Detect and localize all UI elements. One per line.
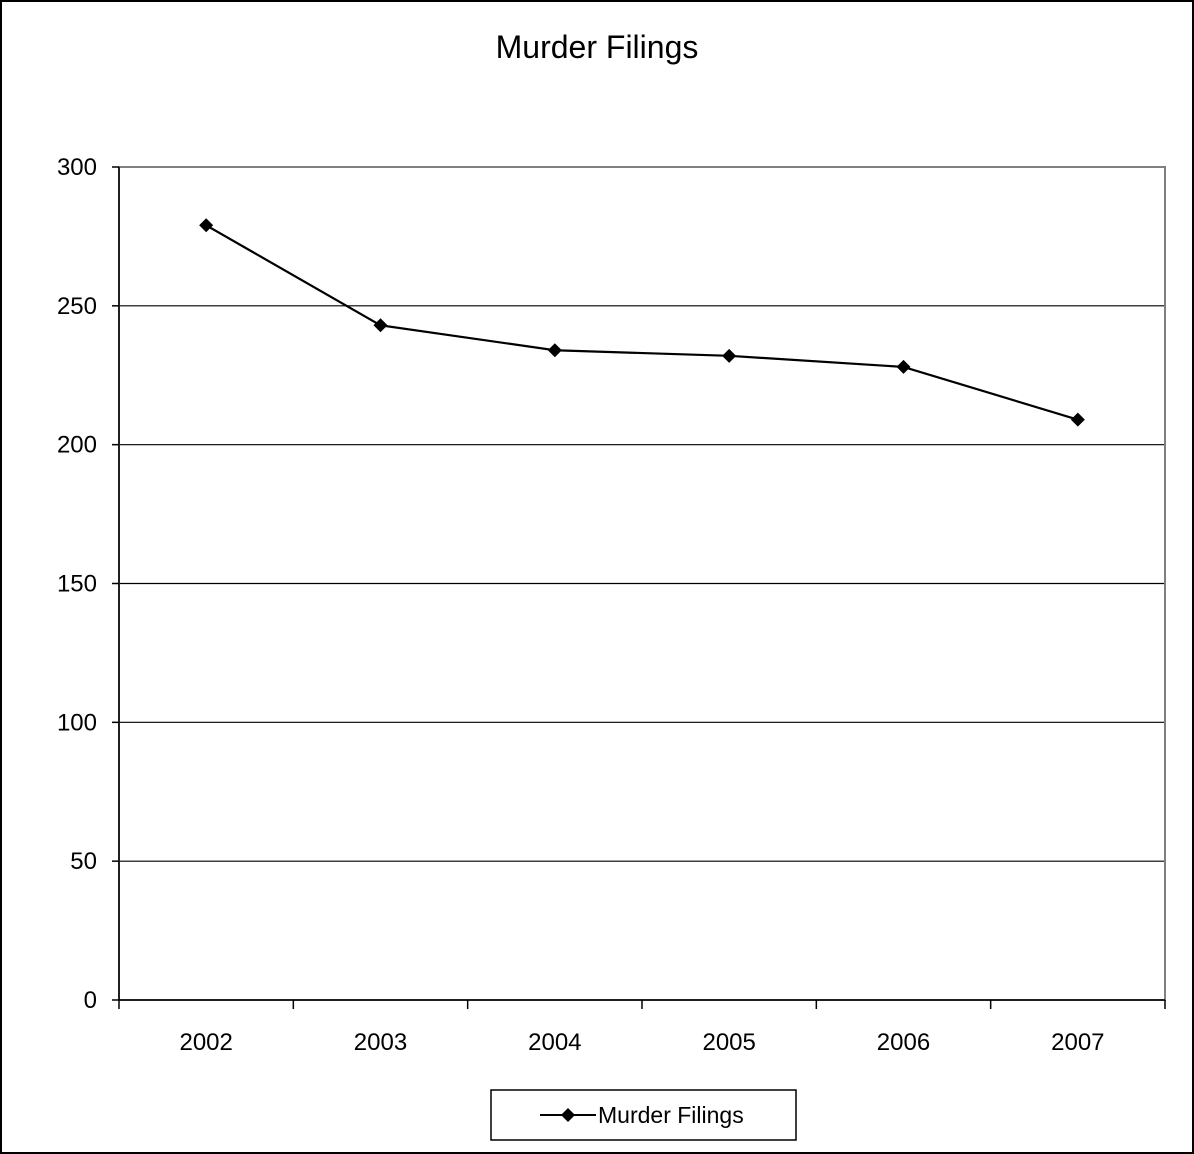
series-murder-filings: [199, 218, 1085, 427]
x-tick-label-2003: 2003: [354, 1029, 407, 1056]
y-tick-label-0: 0: [84, 987, 97, 1014]
x-tick-label-2005: 2005: [702, 1029, 755, 1056]
data-point-2007: [1070, 412, 1085, 427]
y-tick-label-300: 300: [57, 154, 97, 181]
data-point-2005: [722, 348, 737, 363]
y-tick-label-250: 250: [57, 293, 97, 320]
x-tick-label-2002: 2002: [179, 1029, 232, 1056]
y-tick-label-50: 50: [70, 848, 97, 875]
x-tick-label-2004: 2004: [528, 1029, 581, 1056]
x-tick-label-2006: 2006: [877, 1029, 930, 1056]
legend: Murder Filings: [490, 1089, 797, 1141]
data-point-2004: [547, 343, 562, 358]
gridlines: [119, 305, 1165, 862]
legend-label: Murder Filings: [598, 1102, 744, 1128]
x-tick-label-2007: 2007: [1051, 1029, 1104, 1056]
data-point-2006: [896, 359, 911, 374]
y-tick-label-100: 100: [57, 709, 97, 736]
legend-marker-diamond: [561, 1108, 575, 1122]
y-axis-ticks: 0 50 100 150 200 250 300: [57, 154, 119, 1014]
x-axis-ticks: 2002 2003 2004 2005 2006 2007: [118, 1000, 1166, 1056]
data-point-2003: [373, 318, 388, 333]
data-point-2002: [199, 218, 214, 233]
chart-title: Murder Filings: [496, 29, 699, 65]
y-tick-label-200: 200: [57, 432, 97, 459]
series-line-murder-filings: [205, 224, 1079, 421]
y-tick-label-150: 150: [57, 571, 97, 598]
